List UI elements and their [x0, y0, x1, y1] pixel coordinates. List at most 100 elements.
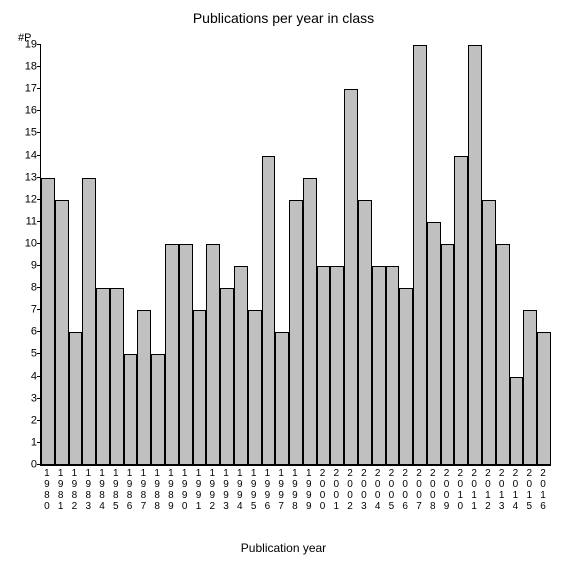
y-tick-mark [37, 132, 41, 133]
bar [303, 178, 317, 465]
y-tick-label: 1 [31, 437, 41, 448]
y-tick-label: 11 [26, 216, 41, 227]
x-tick-label: 2007 [412, 468, 426, 512]
y-tick-label: 10 [25, 238, 41, 249]
x-tick-label: 1983 [81, 468, 95, 512]
x-tick-label: 1996 [261, 468, 275, 512]
x-tick-label: 1994 [233, 468, 247, 512]
x-tick-label: 2004 [371, 468, 385, 512]
bar [193, 310, 207, 465]
x-tick-label: 1980 [40, 468, 54, 512]
bar [523, 310, 537, 465]
x-tick-label: 1998 [288, 468, 302, 512]
chart-container: Publications per year in class #P 012345… [0, 0, 567, 567]
x-tick-label: 2011 [467, 468, 481, 512]
y-tick-mark [37, 376, 41, 377]
bar [427, 222, 441, 465]
x-tick-label: 1992 [205, 468, 219, 512]
bar [344, 89, 358, 465]
y-tick-label: 13 [25, 172, 41, 183]
y-tick-label: 4 [31, 371, 41, 382]
y-tick-mark [37, 309, 41, 310]
bar [358, 200, 372, 465]
x-tick-label: 2010 [453, 468, 467, 512]
y-tick-mark [37, 287, 41, 288]
y-tick-mark [37, 442, 41, 443]
bar [124, 354, 138, 465]
bar [206, 244, 220, 465]
bar [510, 377, 524, 465]
chart-title: Publications per year in class [0, 10, 567, 26]
x-tick-label: 2005 [385, 468, 399, 512]
bar [413, 45, 427, 465]
x-tick-label: 2008 [426, 468, 440, 512]
x-tick-label: 2003 [357, 468, 371, 512]
y-tick-mark [37, 265, 41, 266]
x-tick-label: 2009 [440, 468, 454, 512]
y-tick-mark [37, 88, 41, 89]
bar [55, 200, 69, 465]
x-tick-label: 2013 [495, 468, 509, 512]
x-tick-label: 1985 [109, 468, 123, 512]
bar [289, 200, 303, 465]
y-tick-mark [37, 110, 41, 111]
bar [275, 332, 289, 465]
x-labels-group: 1980198119821983198419851986198719881989… [40, 468, 550, 512]
x-tick-label: 1982 [68, 468, 82, 512]
x-tick-label: 2012 [481, 468, 495, 512]
x-tick-label: 2016 [536, 468, 550, 512]
bar [317, 266, 331, 465]
y-tick-label: 2 [31, 415, 41, 426]
bar [386, 266, 400, 465]
x-axis-title: Publication year [0, 541, 567, 555]
y-tick-mark [37, 353, 41, 354]
plot-area: 012345678910111213141516171819 [40, 45, 551, 466]
bar [96, 288, 110, 465]
bar [262, 156, 276, 465]
y-tick-label: 14 [25, 150, 41, 161]
bar [454, 156, 468, 465]
x-tick-label: 2015 [522, 468, 536, 512]
x-tick-label: 2006 [398, 468, 412, 512]
y-tick-label: 9 [31, 261, 41, 272]
bars-group [41, 45, 551, 465]
bar [41, 178, 55, 465]
bar [82, 178, 96, 465]
y-tick-mark [37, 221, 41, 222]
bar [151, 354, 165, 465]
x-tick-label: 1991 [192, 468, 206, 512]
y-tick-mark [37, 243, 41, 244]
bar [220, 288, 234, 465]
x-tick-label: 2002 [343, 468, 357, 512]
y-tick-label: 12 [25, 194, 41, 205]
y-tick-mark [37, 398, 41, 399]
y-tick-mark [37, 177, 41, 178]
bar [537, 332, 551, 465]
x-tick-label: 1989 [164, 468, 178, 512]
y-tick-label: 5 [31, 349, 41, 360]
x-tick-label: 1993 [219, 468, 233, 512]
bar [441, 244, 455, 465]
bar [399, 288, 413, 465]
x-tick-label: 2001 [329, 468, 343, 512]
x-tick-label: 1986 [123, 468, 137, 512]
y-tick-label: 17 [25, 84, 41, 95]
y-tick-mark [37, 155, 41, 156]
bar [137, 310, 151, 465]
x-tick-label: 1984 [95, 468, 109, 512]
x-tick-label: 1999 [302, 468, 316, 512]
bar [234, 266, 248, 465]
x-tick-label: 1997 [274, 468, 288, 512]
bar [110, 288, 124, 465]
y-tick-mark [37, 44, 41, 45]
bar [496, 244, 510, 465]
bar [482, 200, 496, 465]
x-tick-label: 1988 [150, 468, 164, 512]
x-tick-label: 1987 [136, 468, 150, 512]
bar [372, 266, 386, 465]
x-tick-label: 2000 [316, 468, 330, 512]
bar [69, 332, 83, 465]
y-tick-label: 18 [25, 62, 41, 73]
y-tick-label: 15 [25, 128, 41, 139]
bar [468, 45, 482, 465]
